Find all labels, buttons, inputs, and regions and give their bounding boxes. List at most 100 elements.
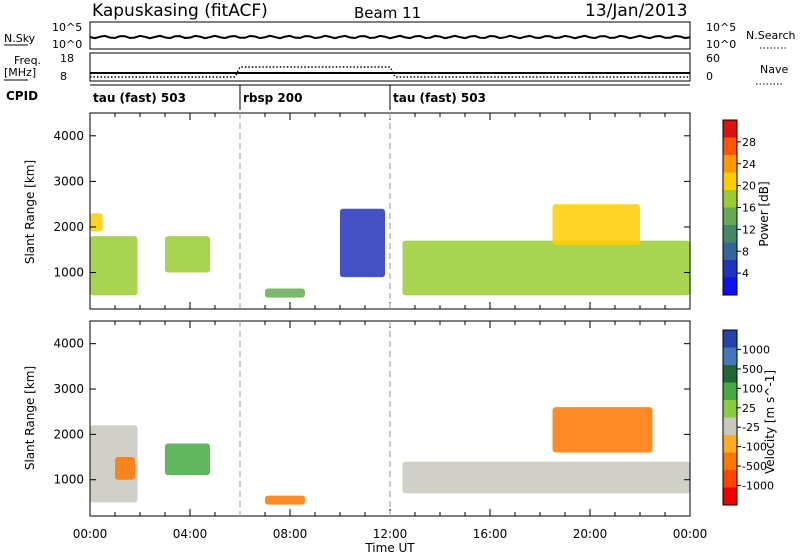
- y-tick-label: 4000: [53, 129, 84, 143]
- freq-tick-bottom: 8: [60, 70, 67, 83]
- heatmap-cell: [90, 425, 138, 503]
- heatmap-cell: [552, 204, 640, 246]
- y-tick-label: 3000: [53, 174, 84, 188]
- heatmap-cell: [115, 457, 135, 480]
- nave-trace: [90, 66, 690, 78]
- heatmap-cell: [165, 236, 210, 273]
- cpid-modes: tau (fast) 503 rbsp 200 tau (fast) 503: [93, 85, 486, 110]
- power-regions: [90, 204, 690, 298]
- colorbar-swatch: [723, 470, 737, 488]
- x-tick-label: 12:00: [373, 527, 408, 541]
- colorbar-tick-label: 20: [742, 180, 756, 193]
- date-label: 13/Jan/2013: [585, 1, 688, 21]
- colorbar-tick-label: 500: [742, 363, 763, 376]
- x-tick-label: 08:00: [273, 527, 308, 541]
- velocity-axes: 4000 3000 2000 1000: [53, 321, 691, 516]
- colorbar-swatch: [723, 242, 737, 261]
- beam-label: Beam 11: [354, 4, 421, 22]
- nsearch-label: N.Search: [746, 29, 796, 42]
- heatmap-cell: [165, 443, 210, 476]
- y-tick-label: 1000: [53, 473, 84, 487]
- freq-unit: [MHz]: [4, 66, 36, 79]
- freq-tick-top: 18: [60, 52, 74, 65]
- colorbar-swatch: [723, 172, 737, 191]
- nsky-strip: [89, 21, 691, 50]
- colorbar-frame: [722, 329, 738, 506]
- colorbar-tick-label: 1000: [742, 343, 770, 356]
- colorbar-swatch: [723, 260, 737, 278]
- colorbar-swatch: [723, 435, 737, 453]
- cpid-mode-label: tau (fast) 503: [93, 91, 186, 105]
- nsearch-tick-top: 10^5: [706, 21, 736, 34]
- x-tick-label: 00:00: [673, 527, 708, 541]
- y-tick-label: 1000: [53, 266, 84, 280]
- velocity-colorbar-label: Velocity [m s^-1]: [763, 370, 777, 474]
- velocity-ylabel: Slant Range [km]: [23, 366, 37, 470]
- colorbar-tick-label: -500: [742, 460, 767, 473]
- heatmap-cell: [265, 288, 305, 298]
- nsky-label: N.Sky: [4, 32, 36, 45]
- heatmap-cell: [402, 240, 690, 296]
- cpid-label: CPID: [6, 89, 38, 103]
- freq-strip: [89, 52, 691, 82]
- velocity-colorbar-ticks: 1000 500 100 25 -25 -100 -500 -1000: [737, 343, 774, 493]
- heatmap-cell: [265, 495, 305, 505]
- time-axis-labels: 00:00 04:00 08:00 12:00 16:00 20:00 00:00: [73, 527, 708, 541]
- velocity-colorbar: [722, 329, 738, 506]
- time-axis-title: Time UT: [364, 541, 415, 554]
- colorbar-tick-label: -25: [742, 421, 760, 434]
- y-tick-label: 4000: [53, 337, 84, 351]
- cpid-mode-label: tau (fast) 503: [393, 91, 486, 105]
- colorbar-tick-label: 100: [742, 382, 763, 395]
- colorbar-swatch: [723, 207, 737, 226]
- colorbar-swatch: [723, 382, 737, 401]
- nave-label: Nave: [760, 63, 788, 76]
- power-colorbar: [722, 119, 738, 296]
- colorbar-swatch: [723, 400, 737, 418]
- nave-tick-bottom: 0: [706, 70, 713, 83]
- colorbar-swatch: [723, 120, 737, 138]
- colorbar-tick-label: 12: [742, 223, 756, 236]
- x-tick-label: 20:00: [573, 527, 608, 541]
- colorbar-tick-label: 16: [742, 202, 756, 215]
- colorbar-tick-label: 25: [742, 402, 756, 415]
- colorbar-swatch: [723, 417, 737, 436]
- nsky-tick-bottom: 10^0: [52, 38, 82, 51]
- colorbar-swatch: [723, 190, 737, 208]
- heatmap-cell: [402, 461, 690, 494]
- cpid-mode-label: rbsp 200: [243, 91, 302, 105]
- colorbar-tick-label: 24: [742, 158, 756, 171]
- colorbar-swatch: [723, 347, 737, 366]
- x-tick-label: 16:00: [473, 527, 508, 541]
- colorbar-tick-label: -1000: [742, 480, 774, 493]
- power-axes: 4000 3000 2000 1000: [53, 113, 691, 309]
- heatmap-cell: [340, 208, 385, 278]
- power-ylabel: Slant Range [km]: [23, 160, 37, 264]
- colorbar-swatch: [723, 155, 737, 173]
- colorbar-swatch: [723, 277, 737, 296]
- power-colorbar-ticks: 28 24 20 16 12 8 4: [737, 136, 756, 280]
- y-tick-label: 2000: [53, 220, 84, 234]
- colorbar-swatch: [723, 365, 737, 383]
- colorbar-tick-label: 8: [742, 245, 749, 258]
- x-tick-label: 00:00: [73, 527, 108, 541]
- nsky-tick-top: 10^5: [52, 21, 82, 34]
- velocity-regions: [90, 407, 690, 505]
- nave-tick-top: 60: [706, 52, 720, 65]
- heatmap-cell: [90, 236, 138, 296]
- colorbar-swatch: [723, 487, 737, 506]
- y-tick-label: 3000: [53, 382, 84, 396]
- y-tick-label: 2000: [53, 427, 84, 441]
- colorbar-tick-label: 4: [742, 267, 749, 280]
- heatmap-cell: [552, 407, 653, 453]
- station-title: Kapuskasing (fitACF): [92, 1, 268, 21]
- colorbar-tick-label: 28: [742, 136, 756, 149]
- freq-label: Freq.: [14, 54, 41, 67]
- heatmap-cell: [90, 213, 103, 232]
- colorbar-swatch: [723, 452, 737, 471]
- power-colorbar-label: Power [dB]: [757, 181, 771, 246]
- colorbar-swatch: [723, 137, 737, 156]
- nsearch-tick-bottom: 10^0: [706, 38, 736, 51]
- x-tick-label: 04:00: [173, 527, 208, 541]
